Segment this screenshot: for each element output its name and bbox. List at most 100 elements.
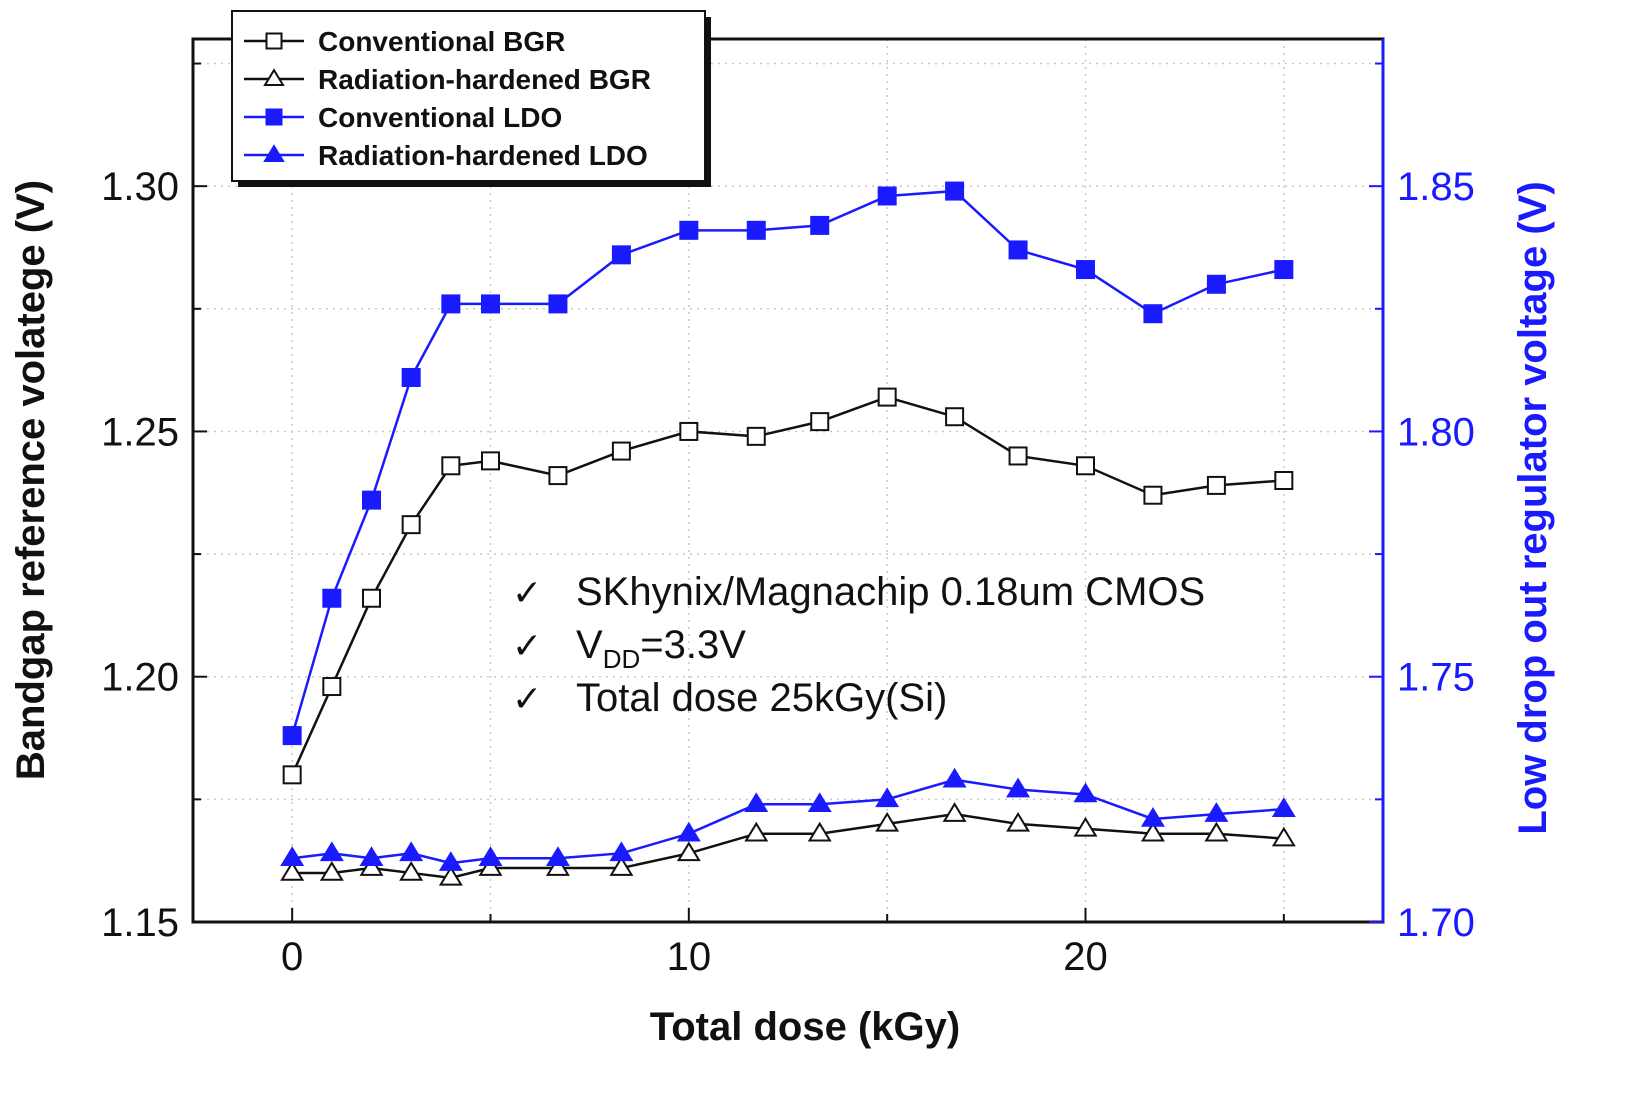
y-left-tick-label: 1.15	[101, 901, 179, 945]
data-point-radiation-hardened-ldo	[1140, 807, 1165, 827]
annotation-subscript: DD	[603, 644, 641, 674]
data-point-radiation-hardened-bgr	[319, 861, 344, 881]
data-point-conventional-ldo	[945, 181, 965, 201]
check-icon: ✓	[512, 679, 542, 720]
legend-marker	[265, 32, 283, 50]
data-point-conventional-ldo	[401, 367, 421, 387]
data-point-radiation-hardened-bgr	[676, 841, 701, 862]
annotations: ✓ SKhynix/Magnachip 0.18um CMOS✓ VDD=3.3V✓…	[512, 570, 1205, 720]
legend-marker	[265, 108, 283, 126]
data-point-radiation-hardened-bgr	[478, 856, 503, 876]
data-point-conventional-bgr	[611, 441, 631, 461]
series-line-radiation-hardened-ldo	[292, 778, 1284, 865]
data-point-radiation-hardened-bgr	[359, 856, 384, 876]
data-point-conventional-ldo	[746, 220, 766, 240]
y-right-tick-label: 1.85	[1397, 165, 1475, 209]
legend: Conventional BGR Radiation-hardened BGR Co…	[231, 10, 711, 187]
data-point-conventional-ldo	[1076, 260, 1095, 280]
data-point-radiation-hardened-ldo	[359, 846, 384, 867]
check-icon: ✓	[512, 573, 542, 614]
data-point-conventional-bgr	[441, 456, 461, 476]
data-point-conventional-bgr	[810, 412, 830, 432]
data-point-radiation-hardened-ldo	[1271, 797, 1296, 817]
data-point-conventional-bgr	[362, 588, 381, 608]
data-point-radiation-hardened-bgr	[1140, 821, 1165, 842]
data-point-conventional-bgr	[945, 407, 965, 427]
data-point-conventional-bgr	[1008, 446, 1028, 466]
series-conventional-ldo	[282, 181, 1294, 746]
y-right-tick-label: 1.75	[1397, 656, 1475, 700]
annotation-suffix: =3.3V	[640, 623, 746, 667]
x-axis-title: Total dose (kGy)	[650, 1005, 960, 1049]
data-point-radiation-hardened-ldo	[875, 787, 900, 808]
y-right-tick-label: 1.80	[1397, 410, 1475, 454]
data-point-radiation-hardened-bgr	[1073, 816, 1098, 837]
data-point-conventional-bgr	[322, 677, 342, 697]
legend-marker	[263, 144, 285, 162]
data-point-radiation-hardened-ldo	[807, 792, 832, 813]
data-point-radiation-hardened-bgr	[280, 861, 305, 881]
data-point-radiation-hardened-ldo	[1073, 782, 1098, 803]
data-point-radiation-hardened-ldo	[319, 841, 344, 862]
data-point-radiation-hardened-ldo	[280, 846, 305, 867]
legend-item-radiation-hardened-ldo: Radiation-hardened LDO	[244, 140, 648, 171]
data-point-radiation-hardened-bgr	[1204, 821, 1229, 842]
data-point-conventional-bgr	[282, 765, 302, 785]
data-point-conventional-bgr	[746, 426, 766, 446]
data-point-conventional-bgr	[548, 466, 568, 486]
legend-item-conventional-bgr: Conventional BGR	[244, 26, 565, 57]
y-right-tick-label: 1.70	[1397, 901, 1475, 945]
data-point-radiation-hardened-bgr	[609, 856, 634, 876]
annotation-text: SKhynix/Magnachip 0.18um CMOS	[576, 570, 1205, 614]
data-point-conventional-bgr	[1274, 471, 1294, 490]
data-point-radiation-hardened-ldo	[609, 841, 634, 862]
series-conventional-bgr	[282, 387, 1294, 785]
y-left-tick-label: 1.20	[101, 656, 179, 700]
data-point-conventional-bgr	[1143, 485, 1163, 505]
data-point-radiation-hardened-ldo	[1204, 802, 1229, 822]
data-point-radiation-hardened-bgr	[1006, 811, 1031, 832]
annotation-text: Total dose 25kGy(Si)	[576, 676, 947, 720]
y-left-tick-label: 1.25	[101, 410, 179, 454]
data-point-radiation-hardened-bgr	[438, 865, 463, 886]
x-tick-label: 0	[281, 935, 303, 979]
x-tick-label: 20	[1063, 935, 1108, 979]
data-point-radiation-hardened-ldo	[399, 841, 424, 862]
annotation-text: VDD=3.3V	[576, 623, 746, 674]
data-point-conventional-ldo	[282, 726, 302, 746]
data-point-conventional-ldo	[481, 294, 500, 314]
check-icon: ✓	[512, 626, 542, 667]
data-point-conventional-ldo	[1206, 274, 1226, 294]
legend-marker	[263, 68, 285, 86]
data-point-radiation-hardened-bgr	[942, 802, 967, 822]
data-point-conventional-bgr	[401, 515, 421, 535]
data-point-conventional-ldo	[441, 294, 461, 314]
data-point-radiation-hardened-bgr	[807, 821, 832, 842]
legend-item-radiation-hardened-bgr: Radiation-hardened BGR	[244, 64, 651, 95]
annotation-prefix: V	[576, 623, 603, 667]
data-point-conventional-ldo	[548, 294, 568, 314]
data-point-conventional-ldo	[877, 186, 897, 206]
data-point-radiation-hardened-ldo	[438, 851, 463, 871]
data-point-conventional-ldo	[810, 215, 830, 235]
data-point-radiation-hardened-ldo	[942, 767, 967, 788]
data-point-radiation-hardened-bgr	[1271, 826, 1296, 847]
y-left-tick-label: 1.30	[101, 165, 179, 209]
series-radiation-hardened-ldo	[280, 767, 1296, 871]
data-point-radiation-hardened-ldo	[744, 792, 769, 813]
y-axis-title-left: Bandgap reference volatege (V)	[9, 180, 53, 780]
annotation-line: ✓ SKhynix/Magnachip 0.18um CMOS	[512, 570, 1205, 614]
annotation-line: ✓ VDD=3.3V	[512, 623, 746, 674]
legend-item-conventional-ldo: Conventional LDO	[244, 102, 562, 133]
series-line-conventional-bgr	[291, 395, 1284, 776]
data-point-radiation-hardened-bgr	[399, 861, 424, 881]
data-point-conventional-ldo	[322, 588, 342, 608]
y-axis-title-right: Low drop out regulator voltage (V)	[1511, 181, 1555, 834]
data-point-radiation-hardened-ldo	[676, 821, 701, 842]
data-point-conventional-ldo	[1274, 260, 1294, 280]
legend-box	[231, 10, 706, 182]
data-point-conventional-ldo	[611, 245, 631, 265]
data-point-conventional-ldo	[362, 490, 381, 510]
x-tick-label: 10	[667, 935, 712, 979]
